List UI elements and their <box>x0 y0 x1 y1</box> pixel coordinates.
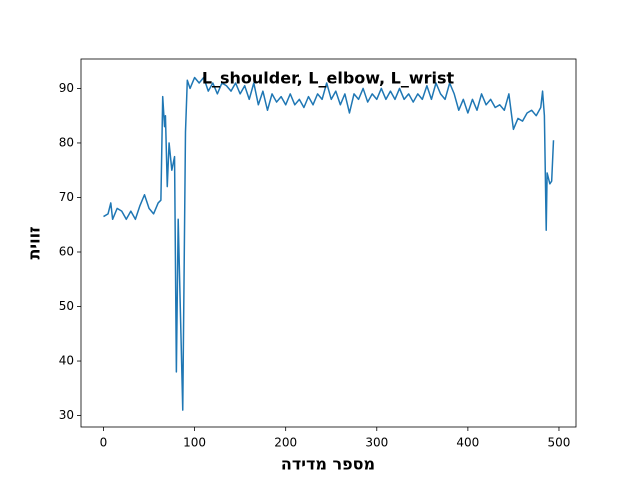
y-tick-label: 40 <box>59 354 74 368</box>
y-tick-label: 60 <box>59 244 74 258</box>
chart-title: L_shoulder, L_elbow, L_wrist <box>202 69 455 88</box>
x-tick-label: 500 <box>548 436 571 450</box>
x-tick-label: 300 <box>365 436 388 450</box>
x-tick-label: 100 <box>183 436 206 450</box>
y-tick-label: 80 <box>59 135 74 149</box>
y-axis-label: זווית <box>25 226 44 259</box>
plot-frame <box>80 58 577 428</box>
data-line <box>103 76 555 411</box>
x-tick-label: 0 <box>100 436 108 450</box>
x-tick-label: 200 <box>274 436 297 450</box>
y-tick-label: 90 <box>59 81 74 95</box>
y-tick-label: 30 <box>59 408 74 422</box>
y-tick-label: 50 <box>59 299 74 313</box>
x-axis-label: מספר מדידה <box>281 455 375 474</box>
x-tick-label: 400 <box>456 436 479 450</box>
y-tick-label: 70 <box>59 190 74 204</box>
